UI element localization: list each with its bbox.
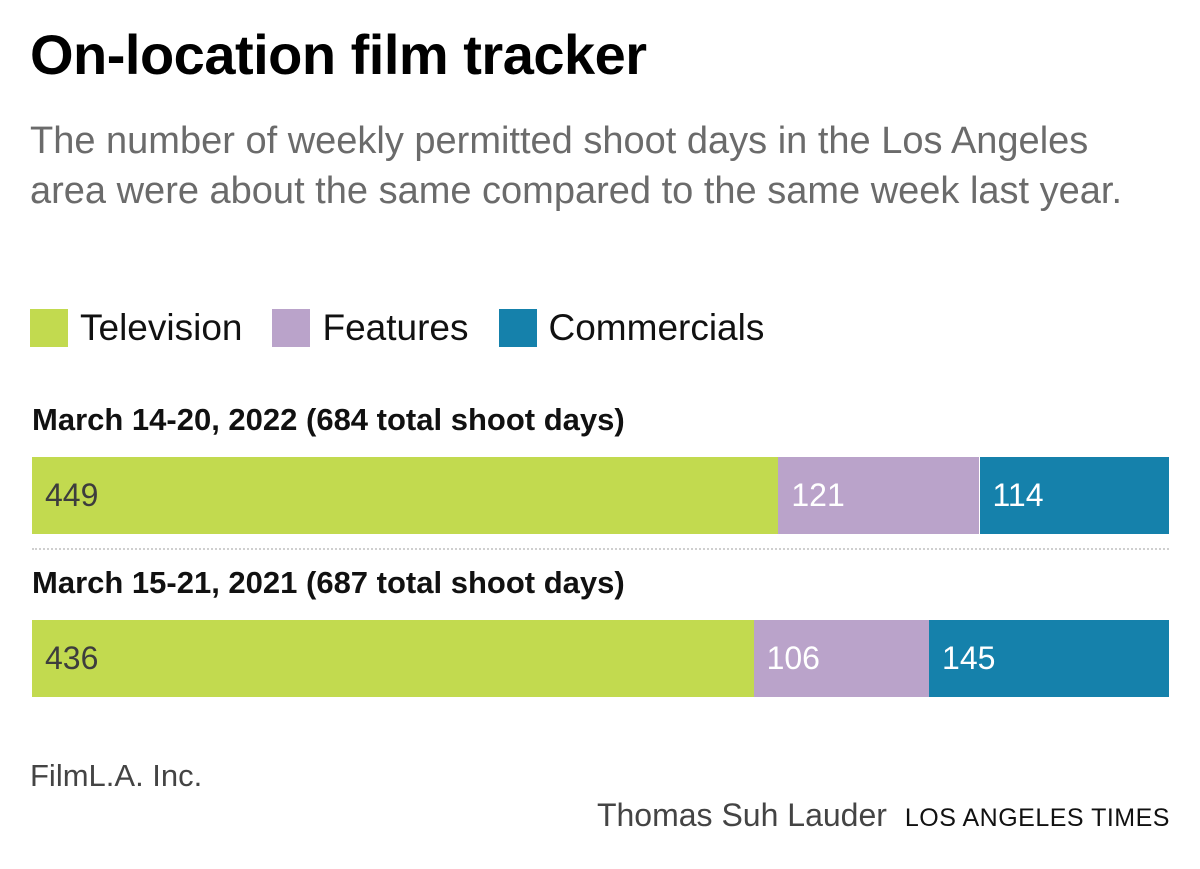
- source-note: FilmL.A. Inc.: [30, 758, 203, 793]
- data-label-television: 436: [45, 640, 99, 676]
- legend-item-television: Television: [30, 306, 242, 350]
- data-label-features: 106: [766, 640, 820, 676]
- bar-group-label-2021: March 15-21, 2021 (687 total shoot days): [32, 565, 625, 600]
- bar-group-2021: March 15-21, 2021 (687 total shoot days)…: [32, 563, 1169, 697]
- legend-item-commercials: Commercials: [498, 306, 765, 350]
- bar-segment-commercials: 145: [929, 620, 1169, 697]
- bar-segment-features: 106: [753, 620, 929, 697]
- bar-segment-television: 449: [32, 457, 779, 534]
- legend-label-features: Features: [322, 307, 469, 348]
- stacked-bar-2021: 436 106 145: [32, 620, 1169, 697]
- legend-swatch-television: [30, 309, 68, 347]
- legend-label-commercials: Commercials: [548, 307, 765, 348]
- bar-segment-features: 121: [778, 457, 980, 534]
- bar-segment-television: 436: [32, 620, 754, 697]
- bar-group-label-2022: March 14-20, 2022 (684 total shoot days): [32, 402, 625, 437]
- bar-segment-commercials: 114: [979, 457, 1169, 534]
- chart-subtitle: The number of weekly permitted shoot day…: [30, 120, 1123, 212]
- legend-label-television: Television: [80, 307, 243, 348]
- legend: Television Features Commercials: [30, 306, 794, 350]
- legend-swatch-commercials: [498, 309, 537, 347]
- data-label-television: 449: [45, 477, 99, 513]
- bar-group-2022: March 14-20, 2022 (684 total shoot days)…: [32, 400, 1169, 534]
- credit-author: Thomas Suh Lauder: [596, 797, 887, 833]
- group-divider: [32, 548, 1169, 550]
- data-label-commercials: 114: [992, 477, 1044, 513]
- legend-swatch-features: [272, 309, 311, 347]
- stacked-bar-2022: 449 121 114: [32, 457, 1169, 534]
- legend-item-features: Features: [272, 306, 469, 350]
- data-label-commercials: 145: [942, 640, 996, 676]
- chart-title: On-location film tracker: [30, 23, 647, 86]
- credit-organization: LOS ANGELES TIMES: [904, 804, 1170, 832]
- data-label-features: 121: [791, 477, 845, 513]
- credit-line: Thomas Suh Lauder LOS ANGELES TIMES: [597, 795, 1170, 838]
